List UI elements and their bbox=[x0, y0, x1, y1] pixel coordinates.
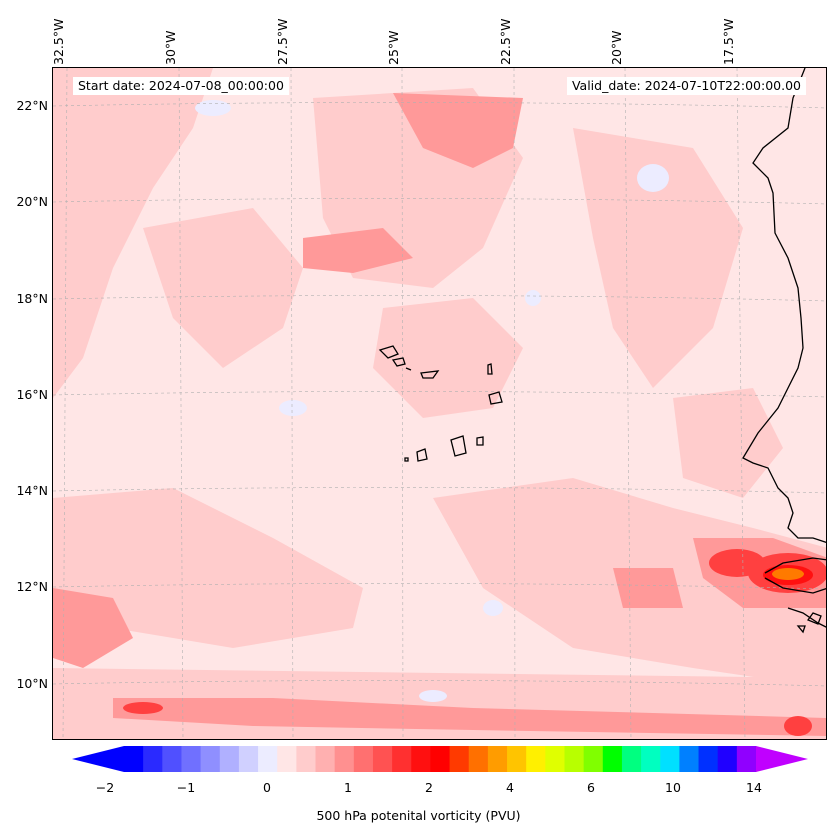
colorbar-cell bbox=[143, 746, 163, 772]
colorbar-cell bbox=[181, 746, 202, 772]
lon-label-27-5w: 27.5°W bbox=[275, 18, 290, 65]
colorbar-cell bbox=[717, 746, 738, 772]
colorbar-cell bbox=[545, 746, 565, 772]
colorbar-cell bbox=[602, 746, 623, 772]
cape-verde-sao-vicente bbox=[391, 357, 406, 367]
colorbar-cell bbox=[526, 746, 546, 772]
map-gridlines bbox=[53, 68, 826, 739]
colorbar-cell bbox=[679, 746, 700, 772]
pv-contours-low bbox=[195, 100, 669, 702]
cape-verde-brava bbox=[404, 457, 409, 462]
lat-label-20n: 20°N bbox=[16, 194, 48, 209]
colorbar-tick-5: 2 bbox=[425, 780, 433, 795]
colorbar-cell bbox=[315, 746, 336, 772]
cape-verde-sal bbox=[487, 363, 493, 375]
lon-label-22-5w: 22.5°W bbox=[498, 18, 513, 65]
pv-contours-max bbox=[763, 565, 813, 585]
cape-verde-santiago bbox=[450, 435, 467, 457]
africa-coast bbox=[742, 68, 826, 544]
lon-label-32-5w: 32.5°W bbox=[51, 18, 66, 65]
cape-verde-boa-vista bbox=[488, 391, 503, 405]
start-date-label: Start date: 2024-07-08_00:00:00 bbox=[73, 77, 289, 95]
guinea-bissau-coast bbox=[787, 607, 826, 628]
lon-label-20w: 20°W bbox=[609, 30, 624, 65]
lat-label-10n: 10°N bbox=[16, 676, 48, 691]
colorbar-tick-3: 0 bbox=[263, 780, 271, 795]
colorbar-cell bbox=[372, 746, 393, 772]
colorbar-tick-8: 10 bbox=[665, 780, 681, 795]
colorbar-cell bbox=[296, 746, 317, 772]
pv-field bbox=[53, 68, 826, 739]
colorbar-cell bbox=[258, 746, 278, 772]
pv-contours-light bbox=[53, 68, 826, 739]
colorbar-cell bbox=[621, 746, 642, 772]
lon-label-25w: 25°W bbox=[386, 30, 401, 65]
colorbar-cell bbox=[277, 746, 297, 772]
colorbar-cell bbox=[238, 746, 259, 772]
colorbar-cell bbox=[219, 746, 240, 772]
colorbar-cell bbox=[660, 746, 680, 772]
lon-label-30w: 30°W bbox=[163, 30, 178, 65]
colorbar-cell bbox=[564, 746, 585, 772]
lat-label-14n: 14°N bbox=[16, 483, 48, 498]
coastlines bbox=[378, 68, 826, 634]
colorbar-cell bbox=[200, 746, 221, 772]
colorbar-label: 500 hPa potenital vorticity (PVU) bbox=[316, 808, 521, 823]
lat-label-18n: 18°N bbox=[16, 291, 48, 306]
lat-label-16n: 16°N bbox=[16, 387, 48, 402]
colorbar-cell bbox=[507, 746, 527, 772]
colorbar-cell bbox=[124, 746, 144, 772]
colorbar-cell bbox=[468, 746, 489, 772]
colorbar-cell bbox=[334, 746, 355, 772]
colorbar-cell bbox=[698, 746, 719, 772]
colorbar-cell bbox=[449, 746, 470, 772]
colorbar-cell bbox=[736, 746, 757, 772]
cape-verde-maio bbox=[476, 436, 484, 446]
colorbar-cell bbox=[353, 746, 374, 772]
colorbar-extend-min bbox=[72, 746, 124, 772]
colorbar-tick-6: 4 bbox=[506, 780, 514, 795]
colorbar-cell bbox=[583, 746, 604, 772]
senegal-gambia-coast bbox=[764, 557, 826, 594]
map-panel[interactable]: Start date: 2024-07-08_00:00:00 Valid_da… bbox=[52, 67, 827, 740]
colorbar-tick-7: 6 bbox=[587, 780, 595, 795]
bijagos-islands bbox=[796, 612, 822, 634]
colorbar bbox=[72, 746, 808, 772]
lat-label-22n: 22°N bbox=[16, 98, 48, 113]
colorbar-cells bbox=[124, 746, 757, 772]
colorbar-tick-9: 14 bbox=[746, 780, 762, 795]
colorbar-extend-max bbox=[756, 746, 808, 772]
lon-label-17-5w: 17.5°W bbox=[721, 18, 736, 65]
colorbar-cell bbox=[392, 746, 412, 772]
colorbar-tick-4: 1 bbox=[344, 780, 352, 795]
cape-verde-fogo bbox=[416, 448, 428, 462]
colorbar-tick-1: −2 bbox=[95, 780, 115, 795]
cape-verde-sao-nicolau bbox=[420, 370, 440, 379]
colorbar-cell bbox=[641, 746, 661, 772]
colorbar-tick-2: −1 bbox=[176, 780, 196, 795]
cape-verde-santo-antao bbox=[378, 345, 399, 359]
colorbar-cell bbox=[430, 746, 451, 772]
colorbar-cell bbox=[487, 746, 508, 772]
lat-label-12n: 12°N bbox=[16, 579, 48, 594]
cape-verde-santa-luzia bbox=[405, 367, 412, 371]
colorbar-cell bbox=[162, 746, 182, 772]
colorbar-cell bbox=[411, 746, 431, 772]
valid-date-label: Valid_date: 2024-07-10T22:00:00.00 bbox=[566, 77, 806, 95]
